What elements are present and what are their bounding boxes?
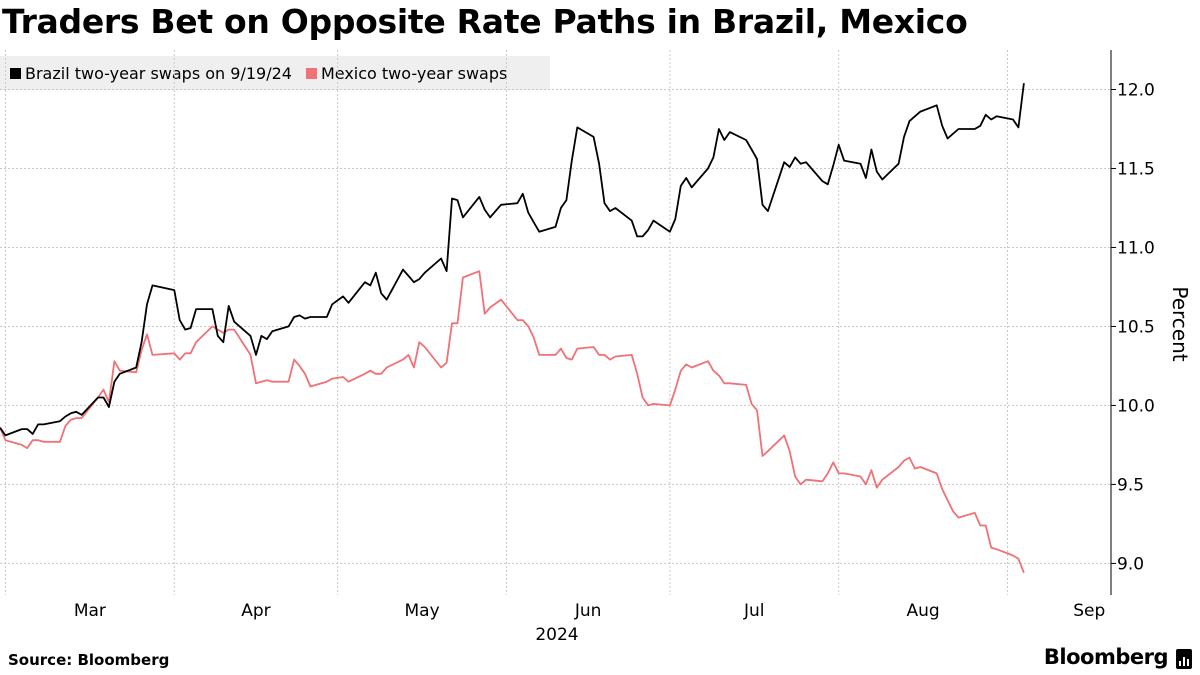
chart-title: Traders Bet on Opposite Rate Paths in Br… xyxy=(2,2,968,41)
bloomberg-terminal-icon xyxy=(1176,649,1192,669)
y-tick-label: 10.5 xyxy=(1117,317,1155,337)
legend-item-mexico: Mexico two-year swaps xyxy=(305,63,508,83)
y-tick-label: 11.5 xyxy=(1117,159,1155,179)
y-axis: 9.0 9.5 10.0 10.5 11.0 11.5 12.0 xyxy=(1111,80,1155,574)
legend-item-brazil: Brazil two-year swaps on 9/19/24 xyxy=(10,64,292,83)
mexico-two-year-swaps-line xyxy=(0,270,1025,574)
legend-label-mexico: Mexico two-year swaps xyxy=(320,63,508,83)
y-tick-label: 9.5 xyxy=(1117,475,1144,495)
x-tick-label: Mar xyxy=(74,601,106,621)
bloomberg-logo: Bloomberg xyxy=(1043,645,1169,669)
series-lines xyxy=(0,83,1025,574)
legend-swatch-brazil xyxy=(10,67,21,79)
legend: Brazil two-year swaps on 9/19/24 Mexico … xyxy=(0,56,550,90)
legend-swatch-mexico xyxy=(305,67,317,79)
grid-lines xyxy=(0,50,1111,595)
x-tick-label: Apr xyxy=(241,601,270,621)
x-tick-label: Sep xyxy=(1073,601,1105,621)
x-tick-label: Jul xyxy=(743,601,765,621)
legend-label-brazil: Brazil two-year swaps on 9/19/24 xyxy=(25,63,292,83)
x-axis: Mar Apr May Jun Jul Aug Sep xyxy=(74,601,1105,621)
y-axis-label: Percent xyxy=(1168,286,1192,361)
y-tick-label: 11.0 xyxy=(1117,238,1155,258)
brazil-two-year-swaps-line xyxy=(0,83,1025,437)
source-note: Source: Bloomberg xyxy=(8,651,170,669)
y-tick-label: 12.0 xyxy=(1117,80,1155,100)
y-tick-label: 9.0 xyxy=(1117,554,1144,574)
x-axis-label: 2024 xyxy=(535,625,578,645)
x-tick-label: Jun xyxy=(574,601,602,621)
y-tick-label: 10.0 xyxy=(1117,396,1155,416)
x-tick-label: Aug xyxy=(907,601,940,621)
x-tick-label: May xyxy=(404,601,439,621)
